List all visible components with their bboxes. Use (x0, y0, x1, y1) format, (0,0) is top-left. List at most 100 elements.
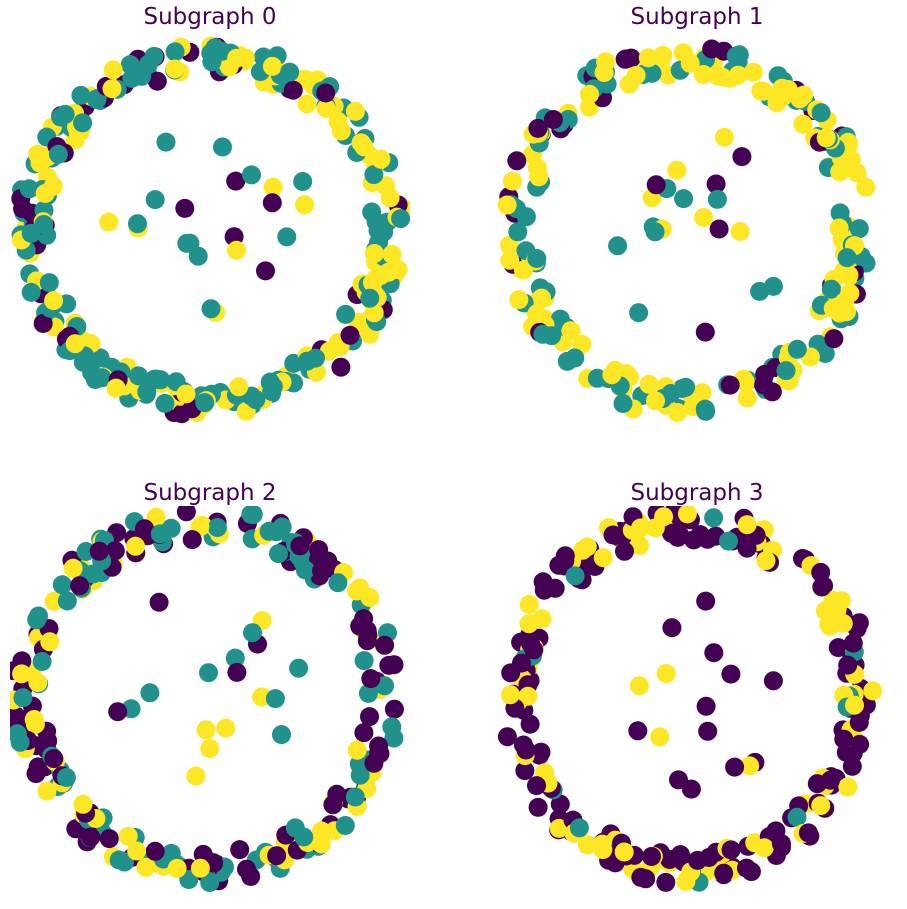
graph-node (534, 580, 554, 600)
graph-node (350, 578, 370, 598)
graph-node (89, 541, 109, 561)
graph-node (497, 727, 517, 747)
graph-node (200, 739, 220, 758)
graph-node (391, 209, 410, 229)
graph-node (132, 66, 152, 86)
graph-node (608, 236, 628, 256)
graph-node (642, 847, 661, 866)
graph-node (103, 60, 123, 80)
graph-node (694, 208, 714, 227)
graph-node (737, 388, 757, 408)
graph-node (750, 281, 770, 301)
graph-node (754, 838, 774, 858)
graph-node (351, 133, 371, 153)
graph-node (165, 42, 185, 62)
graph-node (798, 823, 818, 843)
graph-node (497, 195, 517, 215)
graph-node (347, 740, 367, 760)
graph-node (295, 560, 315, 580)
graph-node (105, 541, 125, 561)
graph-node (613, 394, 633, 413)
graph-node (762, 382, 782, 402)
graph-node (816, 128, 836, 148)
graph-node (262, 382, 282, 401)
graph-node (565, 348, 585, 368)
graph-node (837, 248, 857, 268)
subgraph-plot-2 (10, 506, 404, 892)
graph-node (73, 113, 93, 133)
graph-node (707, 189, 727, 209)
graph-node (34, 215, 54, 234)
graph-node (363, 272, 383, 292)
graph-node (384, 655, 404, 675)
graph-node (272, 725, 291, 745)
graph-node (629, 303, 649, 323)
graph-node (269, 544, 288, 564)
graph-node (843, 633, 863, 653)
graph-node (593, 548, 613, 568)
graph-node (811, 103, 831, 123)
graph-node (176, 506, 196, 522)
graph-node (656, 872, 676, 892)
graph-node (709, 219, 729, 239)
graph-node (136, 857, 156, 877)
subgraph-title-2: Subgraph 2 (143, 480, 277, 506)
graph-node (24, 710, 44, 729)
graph-node (374, 222, 394, 242)
graph-node (263, 177, 283, 197)
graph-node (596, 52, 616, 72)
graph-node (297, 94, 317, 114)
graph-node (639, 374, 659, 394)
graph-node (699, 848, 719, 867)
graph-node (145, 190, 165, 210)
graph-node (592, 834, 612, 854)
graph-node (364, 303, 384, 323)
graph-node (518, 686, 538, 706)
graph-node (34, 149, 53, 169)
graph-node (603, 525, 623, 545)
graph-node (661, 384, 681, 403)
graph-node (35, 184, 55, 203)
graph-node (340, 325, 360, 345)
graph-node (316, 83, 336, 103)
graph-node (720, 375, 740, 395)
graph-node (196, 720, 216, 740)
graph-node (670, 526, 690, 545)
graph-node (740, 756, 760, 776)
graph-node (39, 273, 59, 293)
graph-node (175, 198, 195, 218)
graph-node (335, 816, 355, 835)
graph-node (704, 508, 724, 528)
graph-node (527, 776, 546, 796)
graph-node (500, 250, 520, 270)
graph-node (815, 601, 835, 621)
graph-node (118, 826, 138, 846)
graph-node (150, 524, 170, 544)
graph-node (65, 334, 85, 354)
graph-node (650, 727, 670, 747)
graph-node (696, 591, 716, 611)
graph-node (145, 841, 165, 861)
graph-node (698, 721, 718, 741)
graph-node (771, 834, 791, 854)
graph-node (294, 827, 314, 847)
graph-node (630, 536, 650, 556)
graph-node (529, 167, 549, 187)
graph-node (99, 212, 119, 232)
graph-node (527, 304, 547, 324)
graph-node (144, 370, 164, 390)
subgraph-title-1: Subgraph 1 (630, 4, 764, 30)
subgraph-panel-0: Subgraph 0 (10, 0, 410, 430)
graph-node (573, 540, 592, 560)
subgraph-plot-3 (497, 506, 883, 892)
graph-node (56, 768, 76, 787)
graph-node (10, 732, 30, 752)
graph-node (28, 673, 48, 693)
graph-node (345, 787, 365, 807)
graph-node (532, 288, 551, 308)
graph-node (793, 114, 813, 134)
graph-node (555, 546, 575, 566)
graph-node (507, 151, 527, 171)
graph-node (532, 609, 552, 629)
